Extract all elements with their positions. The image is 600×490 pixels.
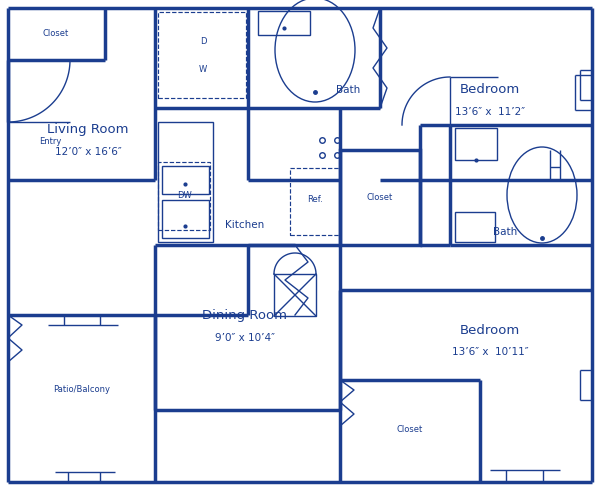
Bar [340, 150, 420, 245]
Bar [455, 128, 497, 160]
Text: 9’0″ x 10’4″: 9’0″ x 10’4″ [215, 333, 275, 343]
Text: Closet: Closet [367, 194, 393, 202]
Text: D: D [200, 38, 206, 47]
Text: Bath: Bath [493, 227, 517, 237]
Text: 13’6″ x  10’11″: 13’6″ x 10’11″ [452, 347, 529, 357]
Text: Entry: Entry [39, 138, 61, 147]
Text: DW: DW [176, 191, 191, 199]
Text: Bedroom: Bedroom [460, 323, 520, 337]
Bar [162, 200, 209, 238]
Bar [274, 274, 316, 316]
Bar [162, 166, 209, 194]
Text: Bath: Bath [336, 85, 360, 95]
Text: 13’6″ x  11’2″: 13’6″ x 11’2″ [455, 107, 525, 117]
Text: Dining Room: Dining Room [203, 309, 287, 321]
Bar [258, 11, 310, 35]
Bar [290, 168, 340, 235]
Text: Patio/Balcony: Patio/Balcony [53, 386, 110, 394]
Text: Bedroom: Bedroom [460, 83, 520, 97]
Text: W: W [199, 66, 207, 74]
Text: Kitchen: Kitchen [226, 220, 265, 230]
Text: 12’0″ x 16’6″: 12’0″ x 16’6″ [55, 147, 121, 157]
Text: Closet: Closet [43, 29, 69, 39]
Bar [455, 212, 495, 242]
Bar [158, 122, 213, 242]
Text: Closet: Closet [397, 425, 423, 435]
Bar [158, 12, 246, 98]
Bar [158, 162, 210, 230]
Text: Ref.: Ref. [307, 196, 323, 204]
Text: Living Room: Living Room [47, 123, 129, 137]
